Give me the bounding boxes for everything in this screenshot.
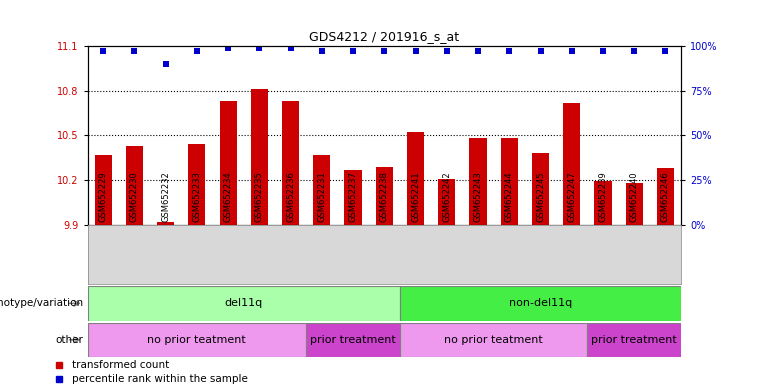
Bar bbox=[88, 286, 400, 321]
Point bbox=[597, 48, 609, 55]
Bar bbox=[126, 146, 143, 225]
Point bbox=[472, 48, 484, 55]
Bar bbox=[532, 153, 549, 225]
Text: non-del11q: non-del11q bbox=[509, 298, 572, 308]
Bar bbox=[594, 182, 612, 225]
Point bbox=[222, 45, 234, 51]
Bar bbox=[400, 286, 681, 321]
Bar bbox=[587, 323, 681, 357]
Point bbox=[285, 45, 297, 51]
Bar bbox=[563, 103, 581, 225]
Bar bbox=[94, 155, 112, 225]
Point bbox=[97, 48, 110, 55]
Text: prior treatment: prior treatment bbox=[310, 335, 396, 345]
Point bbox=[378, 48, 390, 55]
Point bbox=[628, 48, 640, 55]
Point bbox=[347, 48, 359, 55]
Bar bbox=[400, 323, 587, 357]
Bar bbox=[188, 144, 205, 225]
Point bbox=[191, 48, 203, 55]
Bar bbox=[157, 222, 174, 225]
Bar bbox=[219, 101, 237, 225]
Bar bbox=[376, 167, 393, 225]
Bar bbox=[282, 101, 299, 225]
Bar bbox=[438, 179, 455, 225]
Text: genotype/variation: genotype/variation bbox=[0, 298, 84, 308]
Point bbox=[253, 45, 266, 51]
Point bbox=[503, 48, 515, 55]
Bar bbox=[626, 183, 643, 225]
Bar bbox=[407, 132, 424, 225]
Point bbox=[441, 48, 453, 55]
Bar bbox=[314, 155, 330, 225]
Point bbox=[129, 48, 141, 55]
Text: no prior teatment: no prior teatment bbox=[444, 335, 543, 345]
Bar bbox=[345, 170, 361, 225]
Text: other: other bbox=[56, 335, 84, 345]
Title: GDS4212 / 201916_s_at: GDS4212 / 201916_s_at bbox=[309, 30, 460, 43]
Text: transformed count: transformed count bbox=[72, 360, 170, 370]
Bar bbox=[251, 89, 268, 225]
Text: no prior teatment: no prior teatment bbox=[148, 335, 247, 345]
Point bbox=[316, 48, 328, 55]
Bar bbox=[470, 138, 486, 225]
Bar bbox=[88, 323, 306, 357]
Text: percentile rank within the sample: percentile rank within the sample bbox=[72, 374, 248, 384]
Bar bbox=[306, 323, 400, 357]
Point bbox=[409, 48, 422, 55]
Text: prior treatment: prior treatment bbox=[591, 335, 677, 345]
Text: del11q: del11q bbox=[224, 298, 263, 308]
Point bbox=[659, 48, 671, 55]
Point bbox=[534, 48, 546, 55]
Bar bbox=[657, 168, 674, 225]
Bar bbox=[501, 138, 518, 225]
Point bbox=[565, 48, 578, 55]
Point bbox=[160, 61, 172, 67]
